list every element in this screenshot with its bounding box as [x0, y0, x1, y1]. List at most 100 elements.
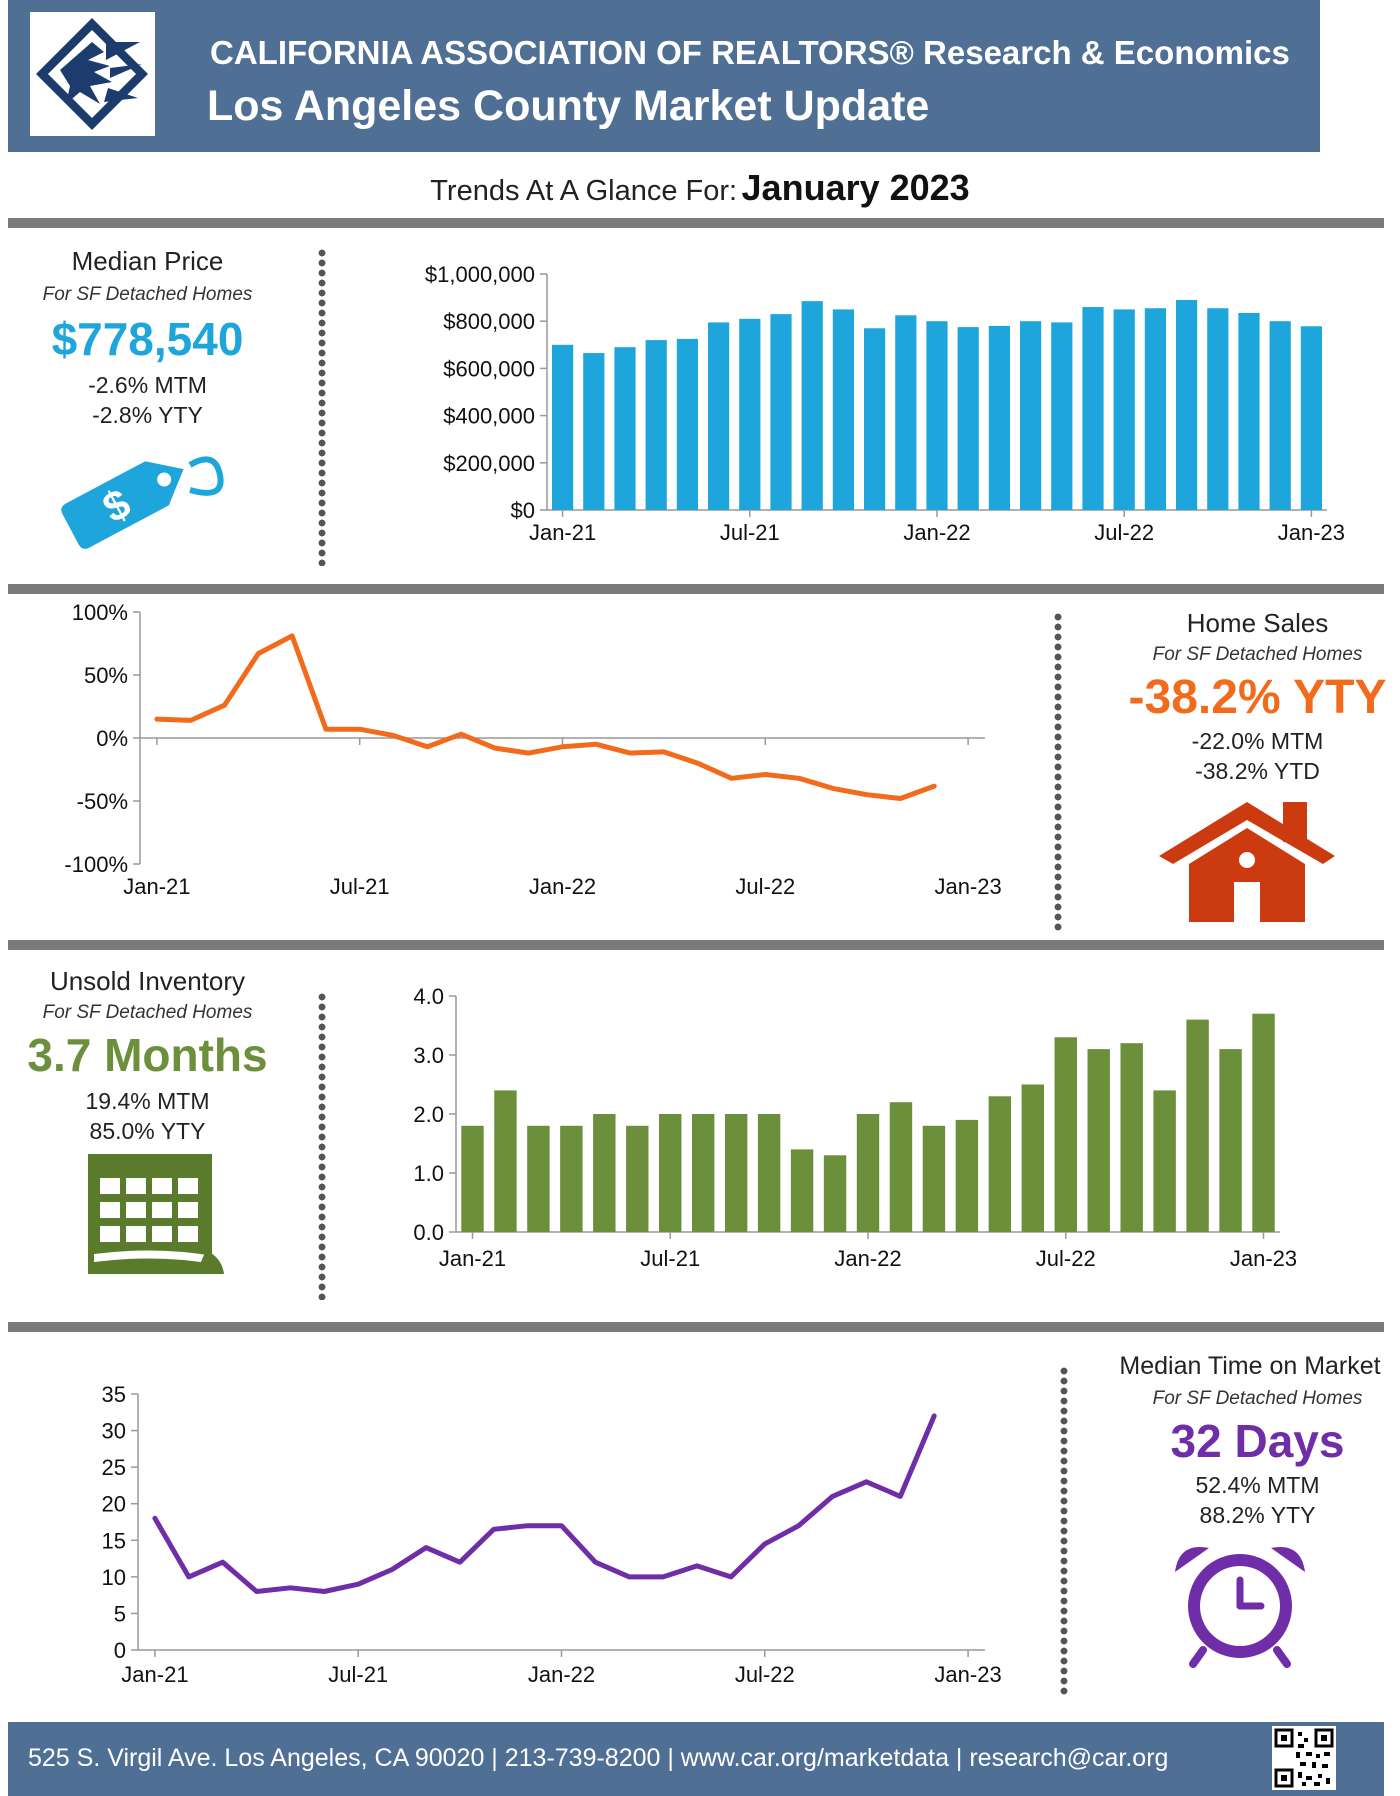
chart-bar — [551, 344, 574, 510]
section-divider — [8, 1322, 1384, 1332]
chart-bar — [1175, 299, 1198, 510]
time-on-market-mtm: 52.4% MTM — [1195, 1472, 1320, 1498]
median-price-chart: $0 $200,000 $400,000 $600,000 $800,000 $1,000… — [372, 250, 1345, 560]
chart-bar — [922, 1125, 946, 1232]
home-sales-chart: -100% -50% 0% 50% 100% Jan-21 Jul-21 Jan-22 Jul-… — [40, 600, 1040, 924]
y-tick-label: 20 — [102, 1492, 126, 1517]
home-sales-value: -38.2% YTY — [1128, 671, 1387, 724]
chart-bar — [955, 1119, 979, 1232]
y-tick-label: 50% — [84, 663, 128, 688]
time-on-market-subtitle: For SF Detached Homes — [1152, 1388, 1363, 1409]
chart-bar — [1087, 1049, 1110, 1232]
chart-bar — [461, 1125, 484, 1232]
chart-bar — [626, 1125, 649, 1232]
chart-bar — [1144, 308, 1167, 510]
alarm-clock-icon — [1165, 1538, 1315, 1668]
dotted-separator — [318, 992, 326, 1300]
y-tick-label: 0.0 — [413, 1220, 444, 1245]
time-on-market-value: 32 Days — [1170, 1415, 1345, 1467]
report-title: Los Angeles County Market Update — [207, 82, 930, 130]
chart-bar — [757, 1114, 781, 1232]
chart-bar — [645, 340, 667, 510]
home-sales-subtitle: For SF Detached Homes — [1152, 644, 1363, 665]
y-tick-label: $0 — [511, 498, 535, 523]
chart-bar — [770, 314, 792, 510]
x-tick-label: Jan-22 — [528, 1662, 595, 1687]
chart-bar — [988, 1096, 1012, 1232]
x-tick-label: Jul-22 — [1094, 520, 1154, 545]
chart-bar — [1300, 326, 1323, 510]
y-tick-label: 15 — [102, 1528, 126, 1553]
chart-bar — [1238, 312, 1260, 510]
qr-code-icon — [1272, 1726, 1336, 1790]
series-line — [152, 1413, 937, 1594]
chart-bar — [856, 1114, 880, 1232]
x-tick-label: Jan-22 — [529, 874, 596, 899]
report-subtitle: Trends At A Glance For: January 2023 — [0, 167, 1400, 209]
x-tick-label: Jan-21 — [121, 1662, 188, 1687]
chart-bar — [1120, 1043, 1143, 1232]
home-sales-ytd: -38.2% YTD — [1195, 758, 1320, 784]
chart-bar — [659, 1114, 682, 1232]
x-tick-label: Jan-21 — [529, 520, 596, 545]
header-banner — [8, 0, 1320, 152]
chart-bar — [1269, 321, 1291, 510]
x-tick-label: Jul-21 — [720, 520, 780, 545]
car-logo — [30, 12, 155, 136]
organization-name: CALIFORNIA ASSOCIATION OF REALTORS® Rese… — [210, 34, 1290, 71]
chart-bar — [957, 327, 979, 510]
home-sales-title: Home Sales — [1186, 608, 1329, 638]
x-tick-label: Jan-22 — [834, 1246, 901, 1271]
chart-bar — [832, 309, 855, 510]
section-divider — [8, 584, 1384, 594]
inventory-value: 3.7 Months — [27, 1029, 268, 1081]
inventory-yty: 85.0% YTY — [89, 1118, 206, 1144]
chart-bar — [593, 1114, 616, 1232]
chart-bar — [1207, 308, 1229, 510]
inventory-mtm: 19.4% MTM — [85, 1088, 210, 1114]
inventory-title: Unsold Inventory — [49, 966, 246, 996]
y-tick-label: 35 — [102, 1382, 126, 1407]
footer-contact: 525 S. Virgil Ave. Los Angeles, CA 90020… — [28, 1744, 1169, 1772]
house-icon — [1155, 798, 1340, 922]
time-on-market-yty: 88.2% YTY — [1199, 1502, 1316, 1528]
chart-bar — [614, 347, 636, 510]
y-tick-label: -50% — [77, 789, 128, 814]
chart-bar — [1252, 1013, 1275, 1232]
chart-bar — [895, 315, 917, 510]
median-price-value: $778,540 — [51, 313, 244, 365]
y-tick-label: $400,000 — [443, 404, 535, 429]
section-divider — [8, 940, 1384, 950]
chart-bar — [1113, 309, 1135, 510]
chart-bar — [691, 1114, 715, 1232]
calendar-icon — [86, 1150, 226, 1278]
chart-bar — [823, 1155, 847, 1232]
y-tick-label: 0% — [96, 726, 128, 751]
y-tick-label: $200,000 — [443, 451, 535, 476]
x-tick-label: Jan-22 — [903, 520, 970, 545]
chart-bar — [1019, 321, 1042, 510]
dotted-separator — [1054, 612, 1062, 932]
chart-bar — [790, 1149, 814, 1232]
median-price-subtitle: For SF Detached Homes — [42, 284, 253, 305]
x-tick-label: Jan-23 — [1278, 520, 1344, 545]
x-tick-label: Jan-23 — [934, 1662, 1001, 1687]
inventory-subtitle: For SF Detached Homes — [42, 1002, 253, 1023]
chart-bar — [926, 321, 948, 510]
chart-bar — [1153, 1090, 1176, 1232]
time-on-market-chart: 0 5 10 15 20 25 30 35 Jan-21 Jul-21 Jan-22 Jul-22 Ja… — [40, 1380, 1040, 1700]
home-sales-mtm: -22.0% MTM — [1191, 728, 1324, 754]
chart-bar — [863, 328, 886, 510]
median-price-title: Median Price — [71, 246, 224, 276]
y-tick-label: $800,000 — [443, 309, 535, 334]
y-tick-label: 25 — [102, 1455, 126, 1480]
y-tick-label: $1,000,000 — [425, 262, 535, 287]
chart-bar — [583, 353, 605, 510]
subtitle-prefix: Trends At A Glance For: — [430, 175, 738, 207]
x-tick-label: Jul-22 — [1036, 1246, 1096, 1271]
chart-bar — [527, 1125, 550, 1232]
chart-bar — [676, 338, 699, 510]
subtitle-month: January 2023 — [741, 167, 970, 208]
chart-bar — [1051, 322, 1073, 510]
x-tick-label: Jul-21 — [328, 1662, 388, 1687]
